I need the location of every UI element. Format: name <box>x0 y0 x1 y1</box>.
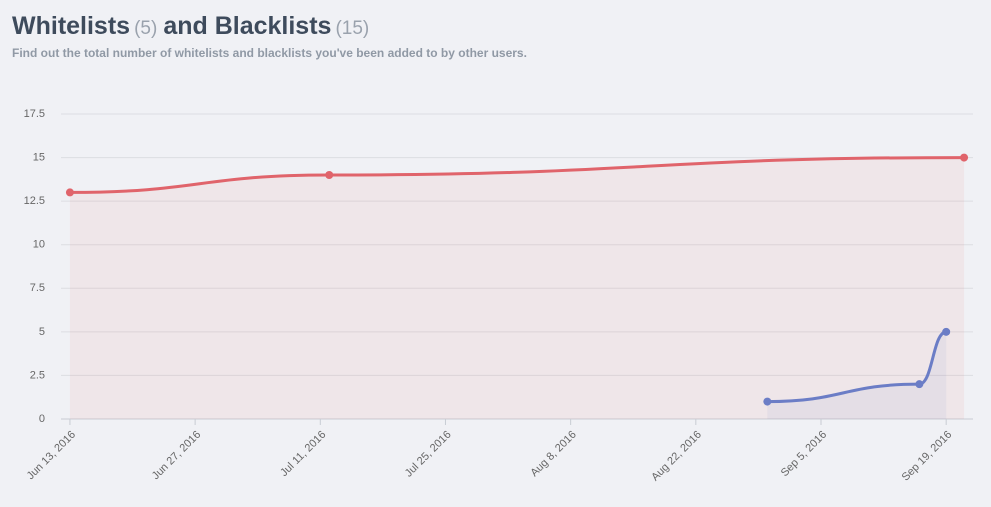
series-line <box>767 330 947 404</box>
y-tick-label: 7.5 <box>30 282 45 294</box>
x-tick-label: Jun 13, 2016 <box>25 429 78 482</box>
series-line <box>69 156 965 194</box>
y-tick-label: 12.5 <box>24 195 45 207</box>
x-tick-label: Sep 19, 2016 <box>900 429 955 484</box>
whitelist-count: (5) <box>134 18 158 39</box>
data-point <box>325 171 334 179</box>
x-tick-label: Aug 8, 2016 <box>528 429 578 479</box>
y-tick-label: 2.5 <box>30 369 45 381</box>
y-tick-label: 10 <box>33 239 45 251</box>
x-tick-label: Jun 27, 2016 <box>150 429 203 482</box>
y-tick-label: 5 <box>39 326 45 338</box>
data-point <box>915 380 924 389</box>
x-tick-label: Aug 22, 2016 <box>649 429 704 484</box>
y-tick-label: 17.5 <box>24 108 45 120</box>
data-point <box>763 397 772 406</box>
x-tick-label: Jul 11, 2016 <box>278 429 328 479</box>
data-point <box>942 327 951 336</box>
y-tick-label: 15 <box>33 151 45 163</box>
series-area <box>767 331 947 419</box>
subtitle: Find out the total number of whitelists … <box>12 46 527 60</box>
y-tick-label: 0 <box>39 413 45 425</box>
x-tick-label: Sep 5, 2016 <box>779 429 829 479</box>
series-area <box>69 157 965 420</box>
blacklist-count: (15) <box>335 18 370 39</box>
title-first: Whitelists <box>12 12 131 40</box>
title-second: and Blacklists <box>163 12 332 40</box>
x-tick-label: Jul 25, 2016 <box>403 429 454 480</box>
data-point <box>960 153 969 162</box>
title: Whitelists (5) and Blacklists (15) <box>12 12 375 41</box>
data-point <box>65 188 74 197</box>
